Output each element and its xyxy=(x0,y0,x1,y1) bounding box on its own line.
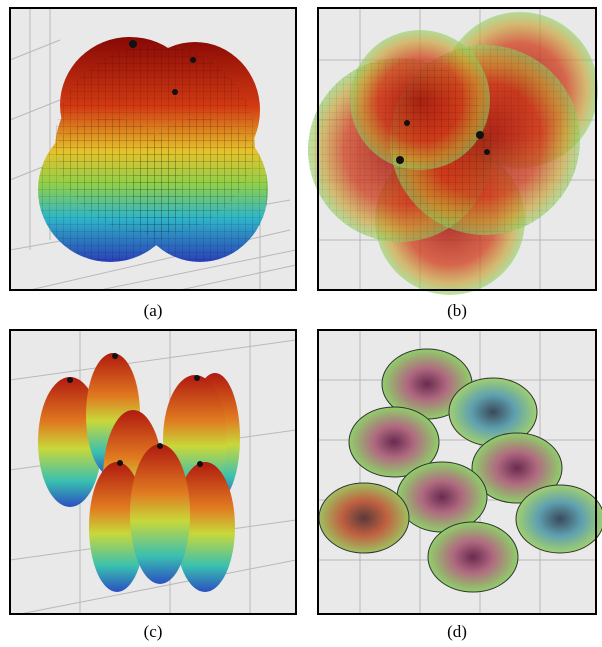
caption: (d) xyxy=(447,622,467,641)
panel-a xyxy=(10,8,296,290)
caption: (c) xyxy=(144,622,163,641)
figure: (a) (b) (c) (d) xyxy=(0,0,602,647)
panel-c xyxy=(10,330,296,614)
caption: (a) xyxy=(144,301,163,320)
caption: (b) xyxy=(447,301,467,320)
page: {"captions": ["(a)", "(b)", "(c)", "(d)"… xyxy=(0,0,602,647)
panel-b xyxy=(308,8,598,295)
panel-d xyxy=(318,330,602,614)
